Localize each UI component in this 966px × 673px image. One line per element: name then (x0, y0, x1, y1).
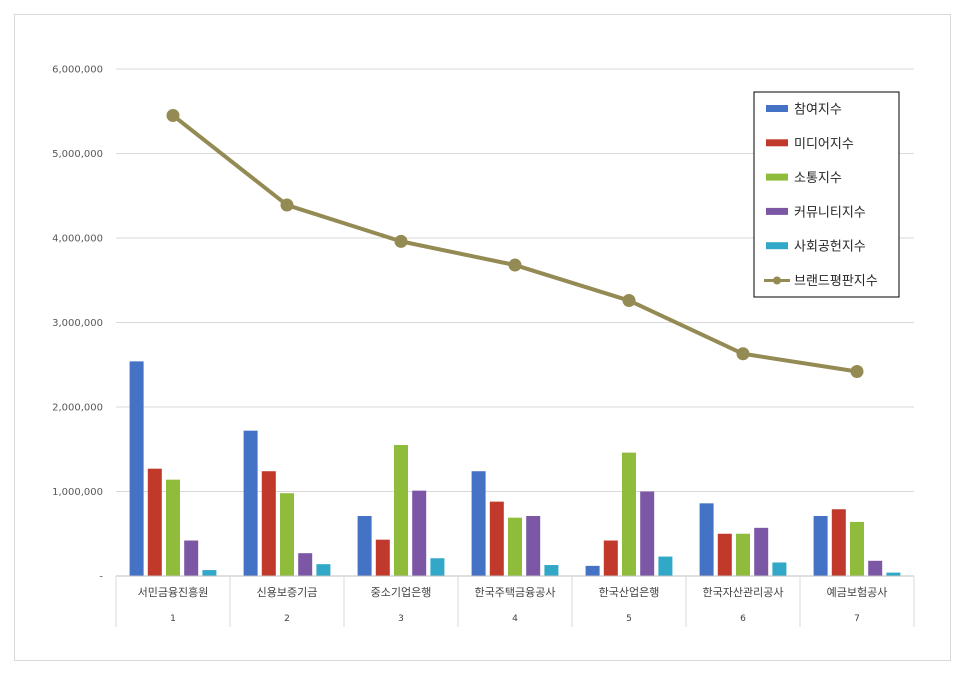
bar (526, 516, 541, 576)
bar (261, 471, 276, 576)
bar (184, 540, 199, 576)
y-tick-label: 5,000,000 (52, 149, 103, 160)
bar (394, 445, 408, 576)
y-tick-label: 1,000,000 (52, 487, 103, 498)
axes: - 1,000,000 2,000,000 3,000,000 4,000,000 5,0… (52, 65, 915, 627)
category-number: 7 (854, 614, 860, 624)
bar (166, 479, 180, 576)
bar (129, 361, 144, 576)
legend-label: 커뮤니티지수 (794, 205, 866, 220)
bar (544, 565, 559, 576)
y-tick-label: - (99, 572, 103, 583)
category-label: 중소기업은행 (371, 586, 432, 599)
line-point (166, 108, 180, 122)
bar (754, 527, 769, 576)
legend-swatch (766, 242, 788, 250)
bar (471, 471, 486, 576)
legend-label: 사회공헌지수 (794, 240, 866, 255)
y-tick-label: 3,000,000 (52, 318, 103, 329)
category-number: 5 (626, 614, 632, 624)
category-number: 6 (740, 614, 746, 624)
line-point (622, 294, 636, 308)
bar (357, 516, 372, 576)
bar (868, 560, 883, 576)
category-label: 한국산업은행 (599, 586, 660, 599)
bar (831, 509, 846, 576)
y-tick-label: 4,000,000 (52, 234, 103, 245)
category-label: 한국자산관리공사 (703, 586, 784, 599)
bar (298, 553, 313, 576)
category-label: 서민금융진흥원 (138, 585, 209, 599)
line-point (280, 198, 294, 212)
bar (280, 493, 294, 576)
line-point (394, 234, 408, 248)
bar (658, 556, 673, 576)
legend-label: 브랜드평판지수 (794, 274, 878, 289)
category-number: 1 (170, 614, 176, 624)
legend-swatch (766, 139, 788, 147)
bar (585, 565, 600, 576)
category-number: 4 (512, 614, 518, 624)
bar (736, 533, 750, 576)
bar (430, 558, 445, 576)
bar (717, 533, 732, 576)
y-tick-label: 6,000,000 (52, 65, 103, 76)
line-series (166, 108, 864, 379)
bar (699, 503, 714, 576)
bars (129, 361, 901, 576)
category-number: 3 (398, 614, 404, 624)
bar (640, 491, 655, 576)
bar (622, 452, 636, 576)
bar (412, 490, 427, 576)
bar (850, 521, 864, 576)
bar (813, 516, 828, 576)
legend-box (753, 91, 900, 298)
legend-label: 참여지수 (794, 103, 842, 118)
legend-swatch (766, 105, 788, 112)
bar (243, 430, 258, 576)
bar (202, 570, 217, 576)
category-number: 2 (284, 614, 290, 624)
legend-swatch (766, 173, 788, 181)
legend-swatch-marker (773, 276, 781, 285)
legend-label: 소통지수 (794, 171, 842, 186)
y-tick-label: 2,000,000 (52, 403, 103, 414)
bar (375, 539, 390, 576)
line-point (736, 347, 750, 361)
category-label: 신용보증기금 (257, 586, 318, 599)
legend-swatch (766, 207, 788, 215)
line-point (850, 365, 864, 379)
bar (316, 564, 331, 576)
bar (489, 501, 504, 576)
line-point (508, 258, 522, 272)
bar (772, 562, 787, 576)
legend-label: 미디어지수 (794, 137, 854, 152)
bar (147, 468, 162, 576)
category-label: 예금보험공사 (827, 586, 888, 599)
bar (603, 540, 618, 576)
bar (508, 517, 522, 576)
category-label: 한국주택금융공사 (475, 586, 556, 599)
bar (886, 572, 901, 576)
